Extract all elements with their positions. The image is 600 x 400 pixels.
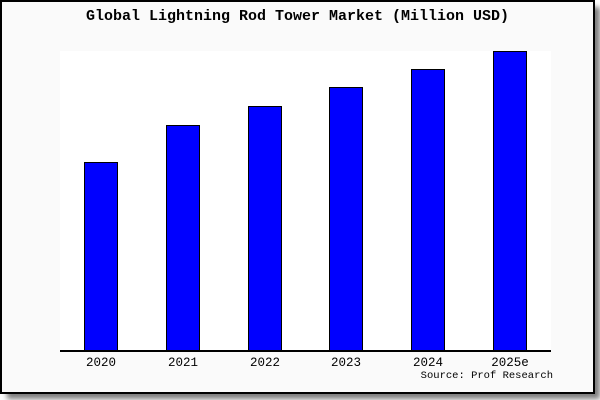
x-axis-label-2025e: 2025e — [491, 356, 529, 370]
bar-2024 — [411, 69, 445, 350]
x-axis-label-2022: 2022 — [249, 356, 280, 370]
chart-title: Global Lightning Rod Tower Market (Milli… — [85, 8, 510, 25]
plot-area — [60, 51, 551, 352]
bar-2021 — [166, 125, 200, 350]
bar-2020 — [84, 162, 118, 350]
chart-card: Global Lightning Rod Tower Market (Milli… — [0, 0, 595, 394]
bar-2023 — [329, 87, 363, 350]
bar-2022 — [248, 106, 282, 350]
x-axis-label-2023: 2023 — [330, 356, 361, 370]
bar-2025e — [493, 51, 527, 350]
source-text: Source: Prof Research — [420, 370, 553, 382]
x-axis: 2020 2021 2022 2023 2024 2025e — [60, 354, 551, 372]
x-axis-label-2024: 2024 — [412, 356, 443, 370]
x-axis-label-2020: 2020 — [85, 356, 116, 370]
x-axis-label-2021: 2021 — [167, 356, 198, 370]
